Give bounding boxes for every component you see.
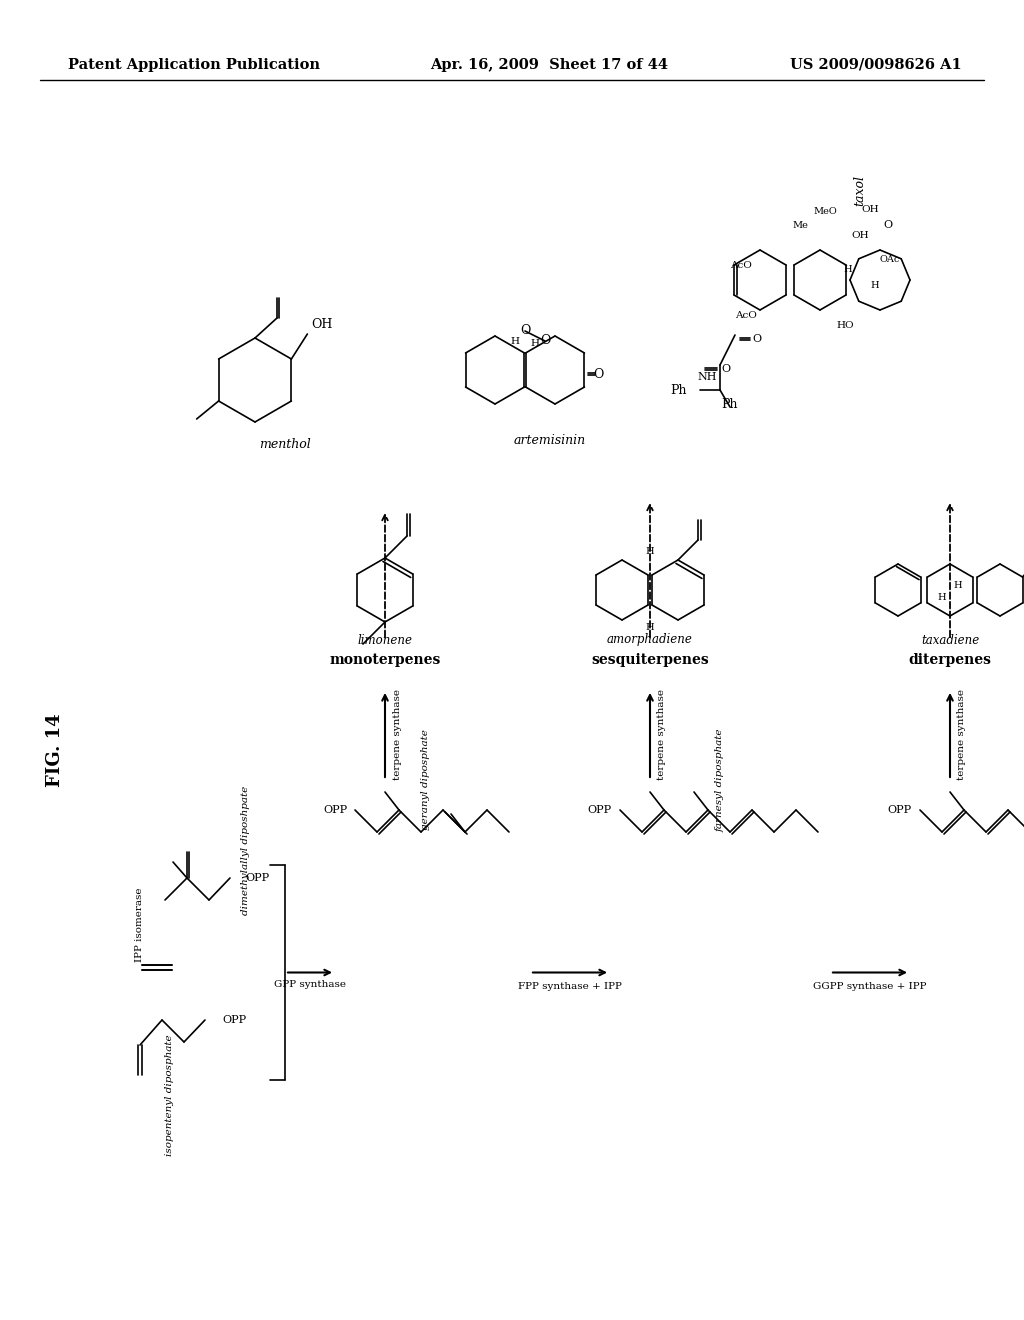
Text: monoterpenes: monoterpenes [330, 653, 440, 667]
Text: H: H [511, 337, 519, 346]
Text: AcO: AcO [730, 260, 752, 269]
Text: FPP synthase + IPP: FPP synthase + IPP [518, 982, 622, 991]
Text: OPP: OPP [245, 873, 269, 883]
Text: OAc: OAc [880, 256, 900, 264]
Text: H: H [938, 594, 946, 602]
Text: H: H [870, 281, 880, 289]
Text: diterpenes: diterpenes [908, 653, 991, 667]
Text: O: O [520, 325, 530, 338]
Text: terpene synthase: terpene synthase [657, 689, 667, 780]
Text: HO: HO [837, 321, 854, 330]
Text: OPP: OPP [888, 805, 912, 814]
Text: O: O [593, 368, 603, 381]
Text: H: H [844, 265, 852, 275]
Text: OPP: OPP [323, 805, 347, 814]
Text: FIG. 14: FIG. 14 [46, 713, 63, 787]
Text: IPP isomerase: IPP isomerase [135, 888, 144, 962]
Text: amorphadiene: amorphadiene [607, 634, 693, 647]
Text: terpene synthase: terpene synthase [957, 689, 967, 780]
Text: Me: Me [792, 220, 808, 230]
Text: H: H [530, 339, 540, 348]
Text: geranyl diposphate: geranyl diposphate [421, 730, 429, 830]
Text: O: O [722, 364, 730, 374]
Text: US 2009/0098626 A1: US 2009/0098626 A1 [790, 58, 962, 73]
Text: Patent Application Publication: Patent Application Publication [68, 58, 319, 73]
Text: menthol: menthol [259, 438, 311, 451]
Text: limonene: limonene [357, 634, 413, 647]
Text: terpene synthase: terpene synthase [392, 689, 401, 780]
Text: OH: OH [851, 231, 868, 239]
Text: OH: OH [861, 206, 879, 214]
Text: Ph: Ph [722, 399, 738, 412]
Text: OPP: OPP [222, 1015, 246, 1026]
Text: O: O [540, 334, 550, 347]
Text: AcO: AcO [735, 310, 757, 319]
Text: Apr. 16, 2009  Sheet 17 of 44: Apr. 16, 2009 Sheet 17 of 44 [430, 58, 668, 73]
Text: taxol: taxol [853, 174, 866, 206]
Text: isopentenyl diposphate: isopentenyl diposphate [166, 1034, 174, 1156]
Text: O: O [884, 220, 893, 230]
Text: GPP synthase: GPP synthase [274, 979, 346, 989]
Text: artemisinin: artemisinin [514, 433, 586, 446]
Text: farnesyl diposphate: farnesyl diposphate [716, 729, 725, 832]
Text: OH: OH [311, 318, 333, 330]
Text: sesquiterpenes: sesquiterpenes [591, 653, 709, 667]
Text: H: H [953, 581, 963, 590]
Text: H: H [646, 548, 654, 557]
Text: dimethylallyl diposhpate: dimethylallyl diposhpate [241, 785, 250, 915]
Text: GGPP synthase + IPP: GGPP synthase + IPP [813, 982, 927, 991]
Text: MeO: MeO [813, 207, 837, 216]
Text: NH: NH [697, 372, 717, 381]
Text: O: O [753, 334, 762, 345]
Text: OPP: OPP [588, 805, 612, 814]
Text: H: H [646, 623, 654, 632]
Text: Ph: Ph [671, 384, 687, 396]
Text: taxadiene: taxadiene [921, 634, 979, 647]
